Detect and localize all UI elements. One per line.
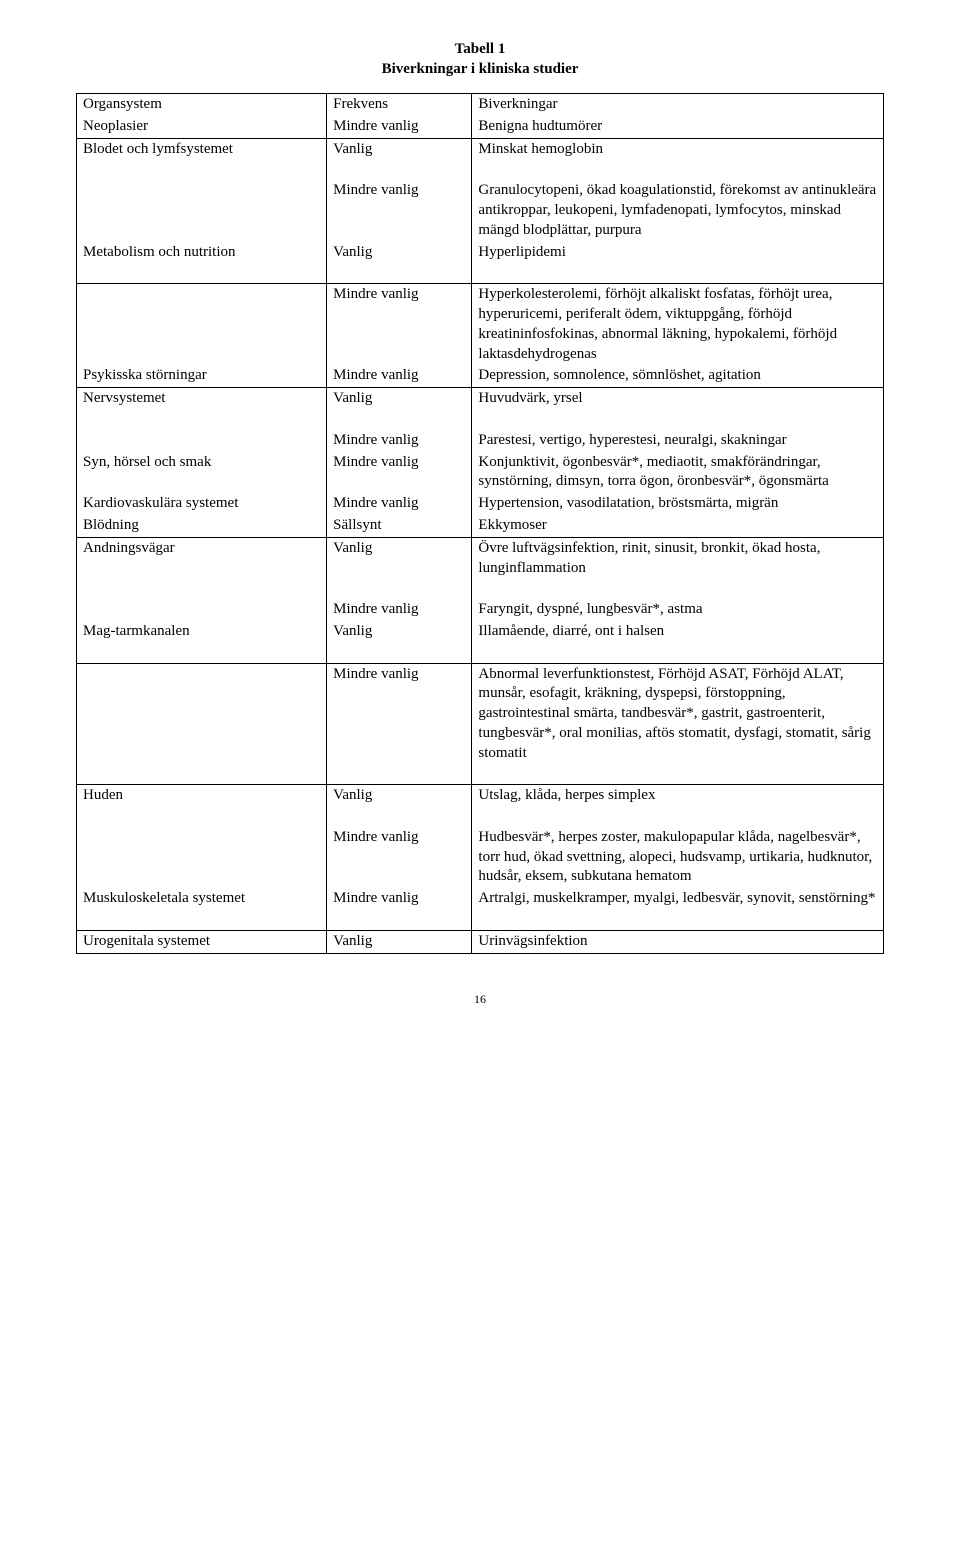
table-row: Mag-tarmkanalen Vanlig Illamående, diarr… <box>77 621 884 663</box>
cell-frekvens: Mindre vanlig <box>327 365 472 387</box>
cell-effects-text: Hyperlipidemi <box>478 244 565 260</box>
cell-effects: Huvudvärk, yrsel <box>472 388 884 430</box>
cell-effects: Ekkymoser <box>472 515 884 537</box>
cell-organsystem: Neoplasier <box>77 116 327 138</box>
cell-frekvens: Mindre vanlig <box>327 827 472 888</box>
cell-effects: Hypertension, vasodilatation, bröstsmärt… <box>472 493 884 515</box>
cell-frekvens: Vanlig <box>327 930 472 953</box>
cell-frekvens: Vanlig <box>327 785 472 827</box>
cell-frekvens: Vanlig <box>327 621 472 663</box>
cell-effects-text: Artralgi, muskelkramper, myalgi, ledbesv… <box>478 890 875 906</box>
cell-organsystem: Andningsvägar <box>77 537 327 599</box>
cell-effects-text: Illamående, diarré, ont i halsen <box>478 623 664 639</box>
cell-organsystem: Psykisska störningar <box>77 365 327 387</box>
cell-frekvens: Vanlig <box>327 537 472 599</box>
cell-effects: Depression, somnolence, sömnlöshet, agit… <box>472 365 884 387</box>
cell-frekvens: Mindre vanlig <box>327 663 472 785</box>
cell-organsystem: Urogenitala systemet <box>77 930 327 953</box>
cell-effects-text: Övre luftvägsinfektion, rinit, sinusit, … <box>478 540 820 576</box>
cell-empty <box>77 599 327 621</box>
cell-effects: Hyperkolesterolemi, förhöjt alkaliskt fo… <box>472 284 884 366</box>
cell-empty <box>77 284 327 366</box>
table-row: Mindre vanlig Abnormal leverfunktionstes… <box>77 663 884 785</box>
table-row: Huden Vanlig Utslag, klåda, herpes simpl… <box>77 785 884 827</box>
table-row: Kardiovaskulära systemet Mindre vanlig H… <box>77 493 884 515</box>
table-row: Psykisska störningar Mindre vanlig Depre… <box>77 365 884 387</box>
cell-organsystem: Blödning <box>77 515 327 537</box>
table-row: Mindre vanlig Hudbesvär*, herpes zoster,… <box>77 827 884 888</box>
cell-organsystem: Muskuloskeletala systemet <box>77 888 327 930</box>
cell-frekvens: Mindre vanlig <box>327 180 472 241</box>
cell-empty <box>77 180 327 241</box>
cell-frekvens-header: Frekvens <box>327 94 472 116</box>
cell-effects: Benigna hudtumörer <box>472 116 884 138</box>
title-line-2: Biverkningar i kliniska studier <box>382 61 579 77</box>
cell-effects: Granulocytopeni, ökad koagulationstid, f… <box>472 180 884 241</box>
cell-organsystem: Huden <box>77 785 327 827</box>
cell-organsystem: Syn, hörsel och smak <box>77 452 327 494</box>
cell-organsystem-header: Organsystem <box>77 94 327 116</box>
cell-frekvens: Mindre vanlig <box>327 452 472 494</box>
cell-frekvens: Mindre vanlig <box>327 493 472 515</box>
title-line-1: Tabell 1 <box>455 41 506 57</box>
table-row: Blodet och lymfsystemet Vanlig Minskat h… <box>77 138 884 180</box>
cell-frekvens: Vanlig <box>327 242 472 284</box>
cell-effects: Illamående, diarré, ont i halsen <box>472 621 884 663</box>
cell-frekvens: Mindre vanlig <box>327 116 472 138</box>
table-row: Mindre vanlig Granulocytopeni, ökad koag… <box>77 180 884 241</box>
cell-empty <box>77 663 327 785</box>
table-title: Tabell 1 Biverkningar i kliniska studier <box>76 40 884 79</box>
cell-effects-text: Utslag, klåda, herpes simplex <box>478 787 655 803</box>
cell-effects-text: Minskat hemoglobin <box>478 141 603 157</box>
table-row: Blödning Sällsynt Ekkymoser <box>77 515 884 537</box>
cell-empty <box>77 827 327 888</box>
table-row: Syn, hörsel och smak Mindre vanlig Konju… <box>77 452 884 494</box>
table-row: Muskuloskeletala systemet Mindre vanlig … <box>77 888 884 930</box>
cell-frekvens: Vanlig <box>327 138 472 180</box>
cell-effects: Konjunktivit, ögonbesvär*, mediaotit, sm… <box>472 452 884 494</box>
cell-frekvens: Sällsynt <box>327 515 472 537</box>
table-row: Urogenitala systemet Vanlig Urinvägsinfe… <box>77 930 884 953</box>
page-container: Tabell 1 Biverkningar i kliniska studier… <box>0 0 960 1037</box>
table-row: Neoplasier Mindre vanlig Benigna hudtumö… <box>77 116 884 138</box>
cell-frekvens: Mindre vanlig <box>327 888 472 930</box>
cell-effects-text: Huvudvärk, yrsel <box>478 390 582 406</box>
cell-effects: Parestesi, vertigo, hyperestesi, neuralg… <box>472 430 884 452</box>
cell-organsystem: Metabolism och nutrition <box>77 242 327 284</box>
table-row: Organsystem Frekvens Biverkningar <box>77 94 884 116</box>
page-number: 16 <box>76 992 884 1007</box>
table-row: Mindre vanlig Faryngit, dyspné, lungbesv… <box>77 599 884 621</box>
cell-effects: Utslag, klåda, herpes simplex <box>472 785 884 827</box>
cell-frekvens: Mindre vanlig <box>327 599 472 621</box>
cell-frekvens: Mindre vanlig <box>327 284 472 366</box>
cell-organsystem: Blodet och lymfsystemet <box>77 138 327 180</box>
table-row: Metabolism och nutrition Vanlig Hyperlip… <box>77 242 884 284</box>
cell-effects: Abnormal leverfunktionstest, Förhöjd ASA… <box>472 663 884 785</box>
cell-effects: Minskat hemoglobin <box>472 138 884 180</box>
cell-effects: Hyperlipidemi <box>472 242 884 284</box>
table-row: Mindre vanlig Hyperkolesterolemi, förhöj… <box>77 284 884 366</box>
cell-biverkningar-header: Biverkningar <box>472 94 884 116</box>
cell-organsystem: Nervsystemet <box>77 388 327 430</box>
cell-empty <box>77 430 327 452</box>
biverkningar-table: Organsystem Frekvens Biverkningar Neopla… <box>76 93 884 954</box>
cell-effects: Urinvägsinfektion <box>472 930 884 953</box>
cell-frekvens: Vanlig <box>327 388 472 430</box>
cell-effects: Faryngit, dyspné, lungbesvär*, astma <box>472 599 884 621</box>
cell-organsystem: Mag-tarmkanalen <box>77 621 327 663</box>
table-row: Mindre vanlig Parestesi, vertigo, hypere… <box>77 430 884 452</box>
table-row: Nervsystemet Vanlig Huvudvärk, yrsel <box>77 388 884 430</box>
cell-effects-text: Abnormal leverfunktionstest, Förhöjd ASA… <box>478 666 870 761</box>
cell-effects: Artralgi, muskelkramper, myalgi, ledbesv… <box>472 888 884 930</box>
table-row: Andningsvägar Vanlig Övre luftvägsinfekt… <box>77 537 884 599</box>
cell-organsystem: Kardiovaskulära systemet <box>77 493 327 515</box>
cell-frekvens: Mindre vanlig <box>327 430 472 452</box>
cell-effects: Övre luftvägsinfektion, rinit, sinusit, … <box>472 537 884 599</box>
cell-effects: Hudbesvär*, herpes zoster, makulopapular… <box>472 827 884 888</box>
